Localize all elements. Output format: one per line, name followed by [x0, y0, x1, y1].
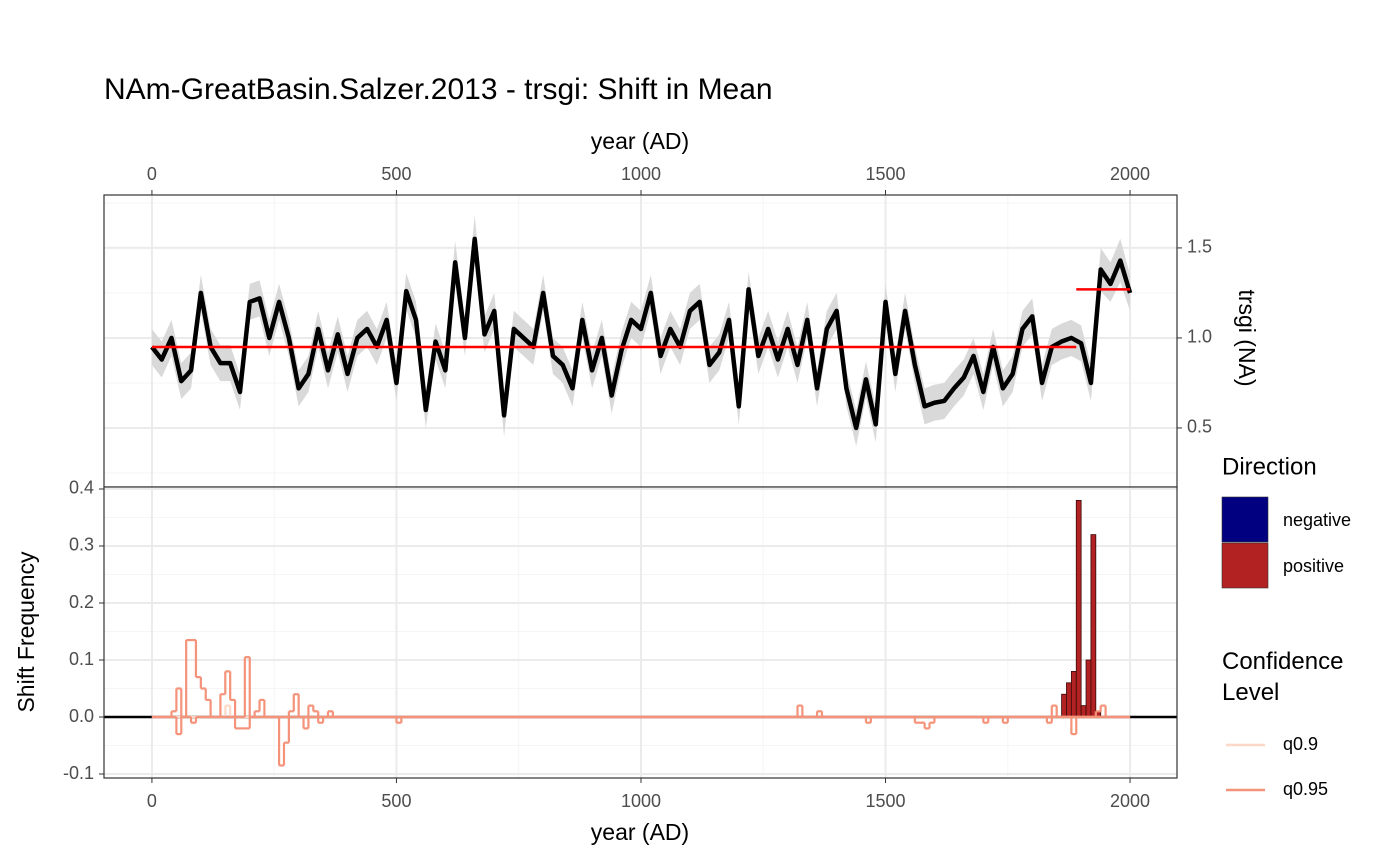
bar — [1061, 693, 1067, 718]
bar — [1075, 499, 1082, 718]
y-tick-label: 0.3 — [69, 535, 94, 555]
x-tick-label: 1000 — [621, 791, 661, 811]
legend-label: positive — [1283, 556, 1344, 576]
legend-swatch — [1221, 496, 1269, 543]
y-tick-label: 0.1 — [69, 649, 94, 669]
y-tick-label: 0.2 — [69, 592, 94, 612]
x-tick-label: 500 — [381, 164, 411, 184]
bar — [1066, 682, 1072, 718]
y-tick-label: 0.0 — [69, 706, 94, 726]
x-tick-label: 1500 — [865, 791, 905, 811]
left-y-axis-label: Shift Frequency — [13, 551, 39, 713]
x-tick-label: 2000 — [1110, 164, 1150, 184]
x-tick-label: 0 — [147, 791, 157, 811]
x-tick-label: 0 — [147, 164, 157, 184]
y-tick-label: 1.5 — [1187, 237, 1212, 257]
y-tick-label: 1.0 — [1187, 327, 1212, 347]
y-tick-label: 0.4 — [69, 478, 94, 498]
bar — [1080, 705, 1087, 718]
x-tick-label: 500 — [381, 791, 411, 811]
bar — [1070, 671, 1077, 718]
x-tick-label: 1000 — [621, 164, 661, 184]
legend-title: Direction — [1222, 453, 1317, 480]
bar — [1090, 534, 1097, 718]
chart-title: NAm-GreatBasin.Salzer.2013 - trsgi: Shif… — [104, 73, 773, 106]
legend-title: Confidence Level — [1222, 648, 1344, 706]
legend-swatch — [1221, 542, 1269, 589]
data-line — [150, 236, 1133, 431]
legend-label: negative — [1283, 510, 1351, 530]
y-tick-label: -0.1 — [63, 763, 94, 783]
y-tick-label: 0.5 — [1187, 417, 1212, 437]
x-tick-label: 2000 — [1110, 791, 1150, 811]
top-x-axis-label: year (AD) — [591, 128, 689, 154]
bottom-x-axis-label: year (AD) — [591, 819, 689, 845]
right-y-axis-label: trsgi (NA) — [1234, 289, 1260, 386]
legend-label: q0.9 — [1283, 734, 1318, 754]
legend-label: q0.95 — [1283, 779, 1328, 799]
panel-border — [103, 486, 1178, 779]
x-tick-label: 1500 — [865, 164, 905, 184]
bar — [1085, 659, 1092, 718]
